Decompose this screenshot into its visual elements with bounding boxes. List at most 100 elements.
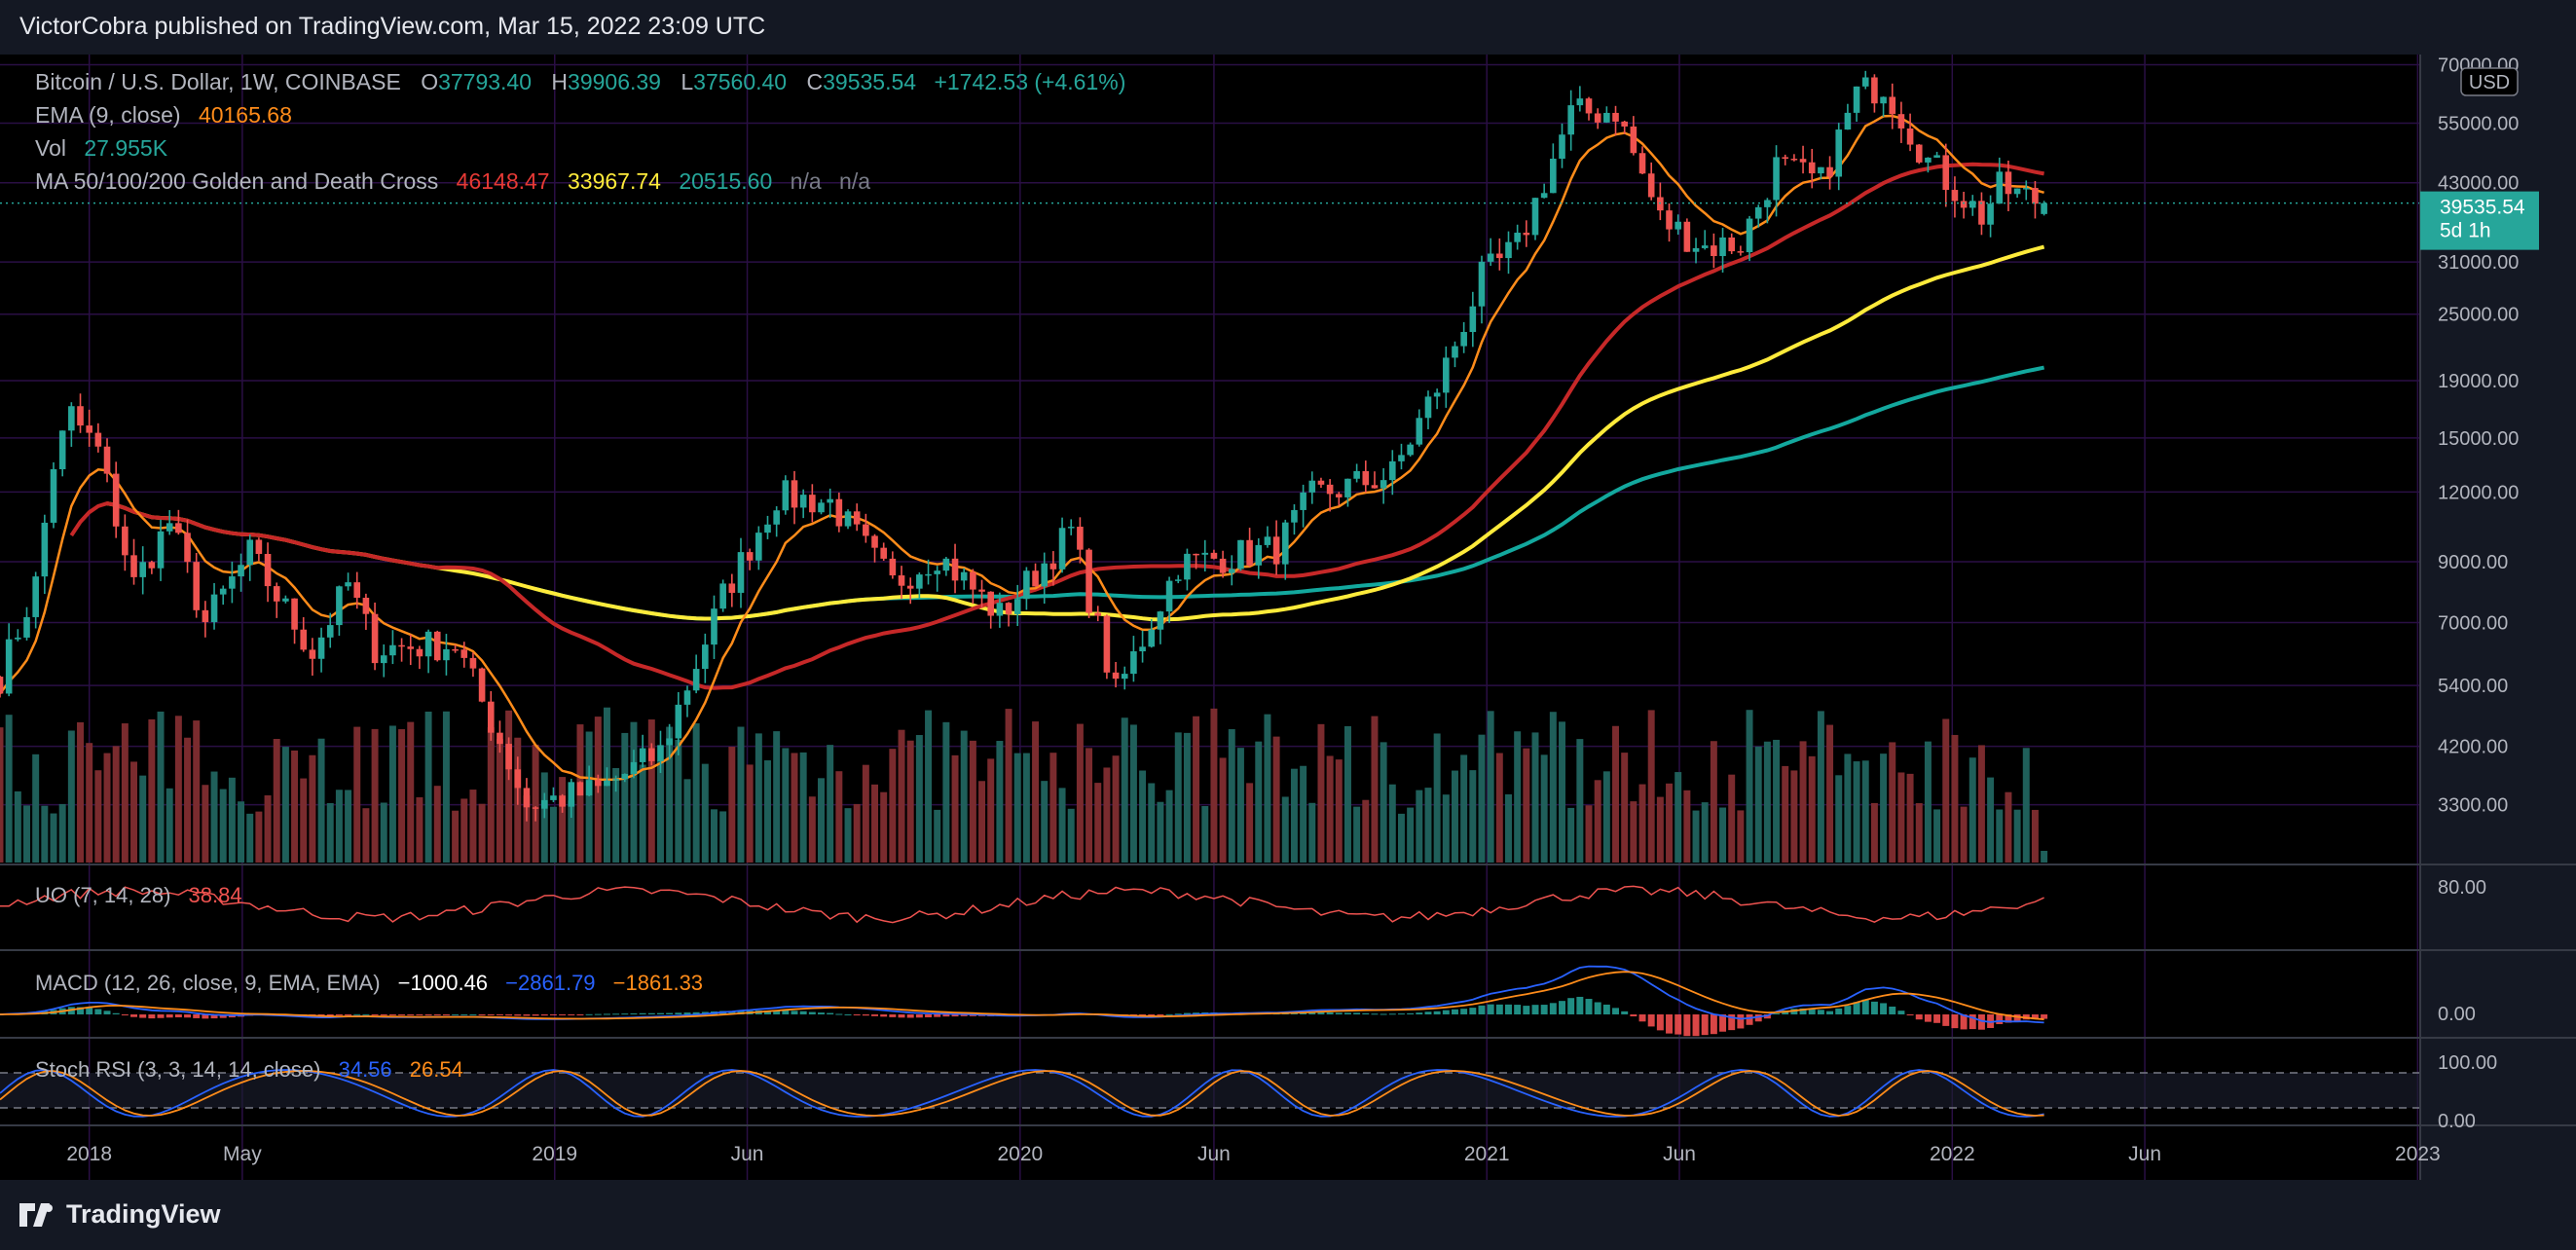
volume-bar [1844,754,1852,863]
volume-bar [1826,724,1834,863]
volume-bar [1388,784,1396,863]
candle-body [1576,98,1584,106]
volume-bar [264,794,272,863]
candle-body [1281,522,1289,565]
macd-histogram-bar [1505,1004,1512,1014]
time-tick-label: Jun [2128,1143,2161,1165]
candle-body [666,738,673,746]
candle-body [1380,480,1387,489]
macd-histogram-bar [764,1011,771,1014]
volume-bar [969,740,976,863]
macd-histogram-bar [1567,998,1575,1014]
candle-body [523,788,531,808]
candle-body [1032,570,1039,587]
macd-histogram-bar [1594,1002,1601,1014]
moving-averages [0,114,2045,782]
candle-body [675,704,682,739]
volume-bar [1005,709,1012,863]
volume-bar [1210,708,1218,863]
candle-body [1764,200,1771,207]
candle-body [1255,544,1263,566]
volume-bar [844,808,852,863]
candle-body [1433,392,1441,397]
volume-bar [184,737,192,863]
current-price-label: 39535.54 [2440,197,2525,219]
candle-body [478,668,486,702]
macd-label: MACD (12, 26, close, 9, EMA, EMA) [35,971,381,995]
candle-body [77,406,84,426]
macd-histogram-bar [416,1014,423,1015]
candle-body [1880,96,1887,104]
candle-body [210,594,218,623]
candle-body [657,745,664,761]
candle-body [282,598,289,602]
candle-body [702,644,709,670]
stoch-label: Stoch RSI (3, 3, 14, 14, close) [35,1057,320,1082]
volume-bar [1897,772,1905,863]
stoch-level-100: 100.00 [2438,1052,2497,1074]
volume-bar [675,739,682,863]
candle-body [309,649,316,659]
macd-histogram-bar [540,1014,548,1016]
candle-body [1861,77,1869,87]
candle-body [1344,478,1351,497]
candle-body [791,480,798,508]
candlesticks[interactable] [0,70,2420,822]
candle-body [1514,233,1521,242]
candle-body [906,585,914,589]
candle-body [1808,162,1816,174]
candle-body [1094,612,1102,616]
candle-body [898,575,905,586]
volume-bar [978,781,986,863]
volume-bar [701,763,709,863]
brand-logo[interactable]: TradingView [19,1199,221,1230]
macd-histogram-bar [184,1014,192,1018]
macd-histogram-bar [808,1011,816,1014]
macd-histogram-bar [1844,1006,1852,1014]
price-chart[interactable]: 70000.0055000.0043000.0031000.0025000.00… [0,55,2576,1180]
candle-body [1523,233,1530,236]
chart-area[interactable]: 70000.00 55000.00 43000.00 31000.00 25000.00… [0,55,2576,1180]
volume-bar [1692,810,1700,863]
macd-histogram-bar [505,1014,513,1016]
volume-bar [255,811,263,863]
volume-bar [915,735,923,863]
candle-body [1933,155,1940,158]
uo-line [0,885,2044,924]
macd-histogram-bar [1193,1012,1200,1014]
macd-zero-label: 0.00 [2438,1004,2476,1025]
volume-bar [1103,767,1111,863]
macd-histogram-bar [2031,1014,2039,1020]
ma50-line [69,162,2044,690]
candle-body [58,430,66,469]
macd-histogram-bar [398,1014,406,1015]
time-tick-label: 2023 [2395,1143,2441,1165]
volume-bar [1630,801,1638,863]
volume-bar [782,748,790,863]
svg-text:EMA (9, close) 40165.6: EMA (9, close) 40165.68 [35,102,292,128]
volume-bar [1290,768,1298,863]
candle-body [844,511,852,527]
macd-histogram-bar [1870,1001,1878,1014]
candle-body [1460,332,1467,347]
candle-body [1719,237,1726,257]
macd-histogram-bar [1817,1010,1824,1014]
volume-bar [1638,784,1646,863]
ma100-value: 33967.74 [568,168,661,194]
macd-histogram-bar [692,1011,700,1014]
candle-body [1157,611,1164,630]
volume-bar [523,795,531,863]
candle-body [497,732,503,745]
symbol-label: Bitcoin / U.S. Dollar, 1W, COINBASE [35,69,401,94]
candle-body [1005,603,1012,614]
macd-histogram-bar [934,1014,941,1017]
na-value-2: n/a [839,168,870,194]
volume-bar [827,745,834,863]
candle-body [1478,261,1486,307]
candle-body [612,779,619,781]
candle-body [2013,188,2021,195]
candle-body [1210,552,1218,559]
macd-legend: MACD (12, 26, close, 9, EMA, EMA) −1000.… [35,971,703,995]
currency-badge[interactable]: USD [2460,67,2519,96]
ema-value: 40165.68 [199,102,292,128]
